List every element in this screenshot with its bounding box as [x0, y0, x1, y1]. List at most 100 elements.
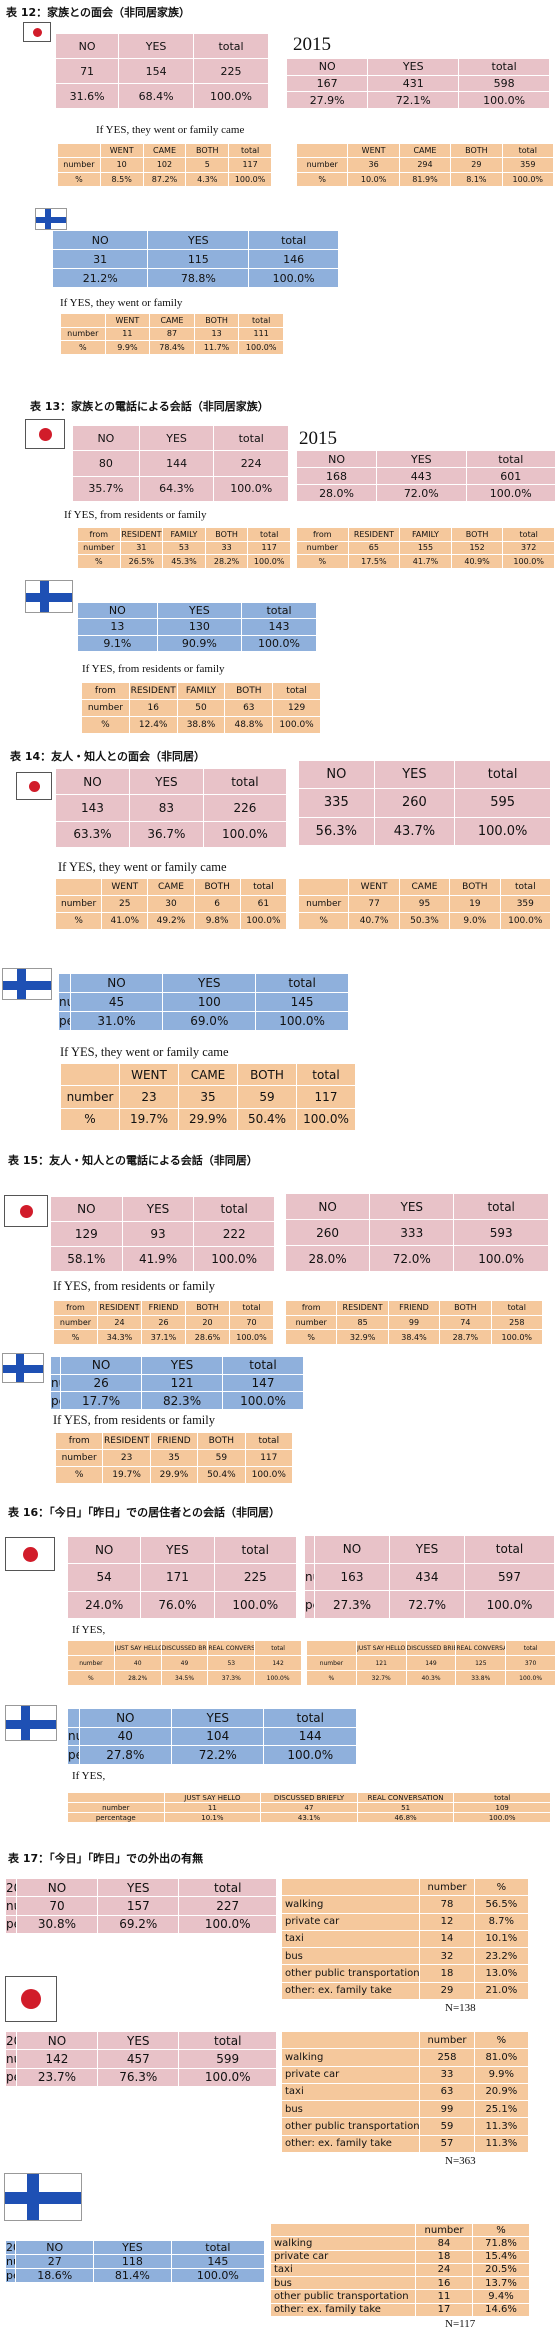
table-header-cell [269, 2222, 417, 2238]
table-header-cell: CAME [178, 1062, 238, 1087]
table-cell: 50.4% [237, 1107, 297, 1132]
table-cell: 34.5% [160, 1670, 209, 1686]
table-cell: 147 [222, 1373, 304, 1393]
table-cell: % [53, 1329, 98, 1345]
table-cell: 18.6% [15, 2268, 95, 2283]
section-title-t13: 表 13：家族との電話による会話（非同居家族） [30, 400, 269, 413]
table-header-cell [49, 1356, 62, 1375]
table-cell: 130 [156, 618, 243, 636]
table-cell: 11 [163, 1802, 262, 1813]
table-cell: 40 [113, 1655, 162, 1671]
table-header-cell: BOTH [185, 142, 230, 159]
section-title-t15: 表 15：友人・知人との電話による会話（非同居） [8, 1154, 258, 1167]
table-cell: 115 [147, 249, 250, 269]
table-cell: 87.2% [142, 171, 187, 188]
table-row: percentage35.7%64.3%100.0% [72, 475, 289, 503]
table-cell: 443 [376, 467, 467, 485]
table-cell: 100.0% [505, 1670, 556, 1686]
table-cell: 93 [121, 1221, 195, 1247]
finland-flag-icon [4, 2173, 82, 2221]
table-header-cell: WENT [99, 142, 144, 159]
n-count: N=363 [445, 2155, 476, 2167]
table-cell: 144 [263, 1726, 357, 1747]
table-cell: 19.7% [119, 1107, 179, 1132]
table-cell: 35.7% [72, 475, 140, 503]
table-header-cell: CAME [149, 313, 195, 328]
table-header-cell: total [170, 2240, 266, 2255]
table-cell: number [60, 326, 106, 342]
t15-fi2011-table: NOYEStotalnumber26121147percentage17.7%8… [49, 1356, 304, 1410]
table-cell: 145 [255, 992, 349, 1012]
table-cell: 8.5% [99, 171, 144, 188]
table-cell: % [81, 716, 130, 734]
table-cell: 100.0% [193, 1246, 275, 1272]
table-cell: 63 [419, 2082, 475, 2102]
table-row: number167431598 [286, 74, 550, 93]
n-count: N=138 [445, 2002, 476, 2014]
table-cell: number [53, 1314, 98, 1331]
table-cell: 50.4% [197, 1466, 246, 1484]
t13-jp2015-subtable: from RESIDENT FAMILY BOTH total number 65 155 15… [296, 527, 555, 569]
table-cell: 100.0% [178, 2067, 277, 2088]
table-cell: 154 [118, 58, 195, 84]
table-header-cell: number [415, 2222, 474, 2238]
table-cell: 8.7% [473, 1912, 530, 1931]
table-cell: 294 [398, 157, 452, 173]
table-cell: 37.3% [207, 1670, 256, 1686]
table-cell: 100.0% [248, 268, 339, 288]
table-header-cell: total [248, 230, 339, 250]
table-header-cell: BOTH [197, 1432, 246, 1450]
t16-fi2011-table: NOYEStotalnumber40104144percentage27.8%7… [67, 1708, 357, 1765]
table-row: number27118145 [4, 2254, 266, 2269]
table-header-cell: total [178, 2030, 277, 2051]
table-cell: 12.4% [128, 716, 178, 734]
table-header-cell: from [81, 682, 130, 700]
table-cell: 100.0% [255, 1011, 349, 1031]
table-row: other public transportation 59 11.3% [280, 2117, 530, 2136]
table-header-cell: from [296, 527, 349, 542]
table-row: percentage27.3%72.7%100.0% [304, 1590, 555, 1619]
table-cell: 100.0% [458, 91, 550, 109]
table-cell: 100.0% [501, 171, 555, 188]
t13-jp2011-table: NOYEStotalnumber80144224percentage35.7%6… [72, 424, 289, 503]
table-cell: 6 [193, 895, 241, 913]
table-cell: 144 [138, 450, 215, 477]
table-cell: 9.9% [104, 340, 151, 355]
table-header-cell: YES [97, 2030, 180, 2051]
table-row: walking 84 71.8% [269, 2236, 530, 2251]
table-cell: % [67, 1670, 115, 1686]
table-cell: walking [280, 2048, 421, 2067]
table-cell: other public transportation [280, 1964, 421, 1983]
table-cell: 13.7% [472, 2276, 530, 2291]
table-cell: 63.3% [55, 820, 130, 849]
table-cell: 100.0% [453, 1812, 551, 1823]
table-cell: 59 [419, 2117, 475, 2136]
year-label: 2015 [293, 34, 331, 55]
table-header-row: number% [280, 1877, 530, 1897]
table-cell: number [49, 1373, 62, 1393]
if-yes-label: If YES, they went or family came [58, 860, 227, 874]
table-header-cell: WENT [119, 1062, 179, 1087]
table-cell: 599 [178, 2049, 277, 2069]
table-cell: 100.0% [222, 1391, 304, 1410]
table-cell: 29.9% [149, 1466, 199, 1484]
table-cell: 28.0% [296, 484, 378, 502]
table-header-cell: 2011 [4, 2240, 17, 2255]
japan-flag-icon [4, 1195, 48, 1227]
t13-fi2011-table: NOYEStotalnumber13130143percentage9.1%90… [77, 601, 317, 653]
table-cell: 117 [244, 1449, 294, 1467]
table-header-cell: RESIDENT [119, 527, 164, 542]
table-cell: 26 [60, 1373, 143, 1393]
table-cell: 78.8% [147, 268, 250, 288]
table-header-cell: WENT [104, 313, 151, 328]
table-header-cell: total [505, 1640, 556, 1656]
table-cell: 109 [453, 1802, 551, 1813]
table-header-cell: NO [286, 58, 369, 76]
table-cell: 260 [373, 788, 456, 818]
finland-flag-icon [25, 580, 73, 613]
table-cell: 117 [296, 1085, 356, 1109]
if-yes-label: If YES, [72, 1624, 106, 1636]
table-cell: 65 [347, 540, 401, 556]
table-cell: 24.0% [67, 1590, 142, 1620]
table-cell: 222 [193, 1221, 275, 1247]
